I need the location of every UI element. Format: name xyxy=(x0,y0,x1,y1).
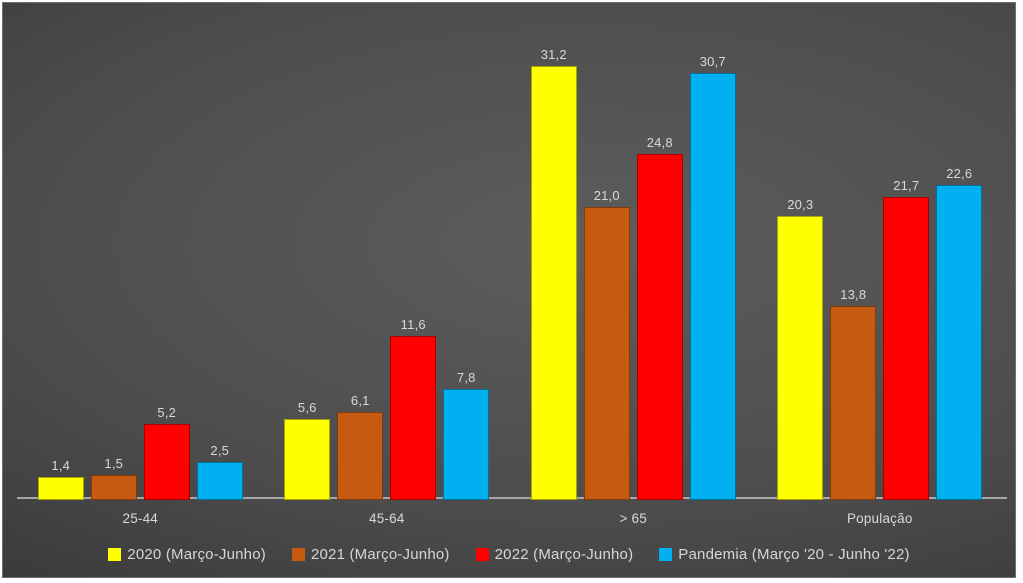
bar-wrap-2021-25-44: 1,5 xyxy=(90,456,137,500)
bar-group-65plus: 31,2 21,0 24,8 30,7 xyxy=(510,26,757,500)
bar-2020-65plus xyxy=(530,66,577,500)
category-axis-line xyxy=(17,497,1007,499)
bar-value-label-pandemia-45-64: 7,8 xyxy=(456,370,476,385)
category-label-populacao: População xyxy=(846,511,913,526)
bar-wrap-2020-populacao: 20,3 xyxy=(777,197,824,500)
bar-2022-populacao xyxy=(883,197,930,500)
bar-wrap-2020-65plus: 31,2 xyxy=(530,47,577,500)
bar-pandemia-25-44 xyxy=(196,462,243,500)
bar-value-label-2020-65plus: 31,2 xyxy=(540,47,567,62)
bar-value-label-2022-populacao: 21,7 xyxy=(893,178,920,193)
bar-value-label-2021-65plus: 21,0 xyxy=(593,188,620,203)
bar-wrap-2021-populacao: 13,8 xyxy=(830,287,877,500)
bar-wrap-2021-65plus: 21,0 xyxy=(583,188,630,500)
bar-2021-45-64 xyxy=(337,412,384,500)
bar-wrap-pandemia-25-44: 2,5 xyxy=(196,443,243,500)
bar-wrap-pandemia-65plus: 30,7 xyxy=(689,54,736,500)
legend-swatch-2021-icon xyxy=(291,548,305,561)
bar-wrap-2020-25-44: 1,4 xyxy=(37,458,84,500)
legend-item-2021: 2021 (Março-Junho) xyxy=(291,546,450,563)
bar-group-25-44: 1,4 1,5 5,2 2,5 xyxy=(17,26,264,500)
bar-group-45-64: 5,6 6,1 11,6 7,8 xyxy=(264,26,511,500)
bar-2020-populacao xyxy=(777,216,824,500)
plot-area: 1,4 1,5 5,2 2,5 5,6 6,1 11,6 7,8 31,2 21,0 24,8 30,… xyxy=(17,26,1003,500)
bar-wrap-2020-45-64: 5,6 xyxy=(284,400,331,500)
legend-label-2020: 2020 (Março-Junho) xyxy=(127,546,266,563)
legend-item-pandemia: Pandemia (Março '20 - Junho '22) xyxy=(659,546,910,563)
bar-wrap-pandemia-populacao: 22,6 xyxy=(936,166,983,500)
category-label-45-64: 45-64 xyxy=(368,511,405,526)
legend-item-2020: 2020 (Março-Junho) xyxy=(108,546,266,563)
bar-value-label-2021-45-64: 6,1 xyxy=(350,393,370,408)
bar-2020-45-64 xyxy=(284,419,331,500)
bar-group-populacao: 20,3 13,8 21,7 22,6 xyxy=(757,26,1004,500)
legend-label-2022: 2022 (Março-Junho) xyxy=(494,546,634,563)
legend-item-2022: 2022 (Março-Junho) xyxy=(475,546,634,563)
bar-pandemia-populacao xyxy=(936,185,983,500)
category-label-25-44: 25-44 xyxy=(122,511,159,526)
bar-wrap-pandemia-45-64: 7,8 xyxy=(443,370,490,500)
bar-2022-45-64 xyxy=(390,336,437,500)
bar-2021-25-44 xyxy=(90,475,137,500)
bar-value-label-2022-65plus: 24,8 xyxy=(646,135,673,150)
bar-wrap-2021-45-64: 6,1 xyxy=(337,393,384,500)
bar-value-label-2022-25-44: 5,2 xyxy=(157,405,177,420)
legend-swatch-2022-icon xyxy=(475,548,489,561)
slide-background: 1,4 1,5 5,2 2,5 5,6 6,1 11,6 7,8 31,2 21,0 24,8 30,… xyxy=(2,2,1016,578)
bar-2022-65plus xyxy=(636,154,683,500)
bar-2022-25-44 xyxy=(143,424,190,500)
bar-2021-populacao xyxy=(830,306,877,500)
bar-value-label-pandemia-populacao: 22,6 xyxy=(946,166,973,181)
bar-wrap-2022-65plus: 24,8 xyxy=(636,135,683,500)
legend-swatch-2020-icon xyxy=(108,548,122,561)
bar-value-label-2021-25-44: 1,5 xyxy=(104,456,124,471)
bar-value-label-2020-populacao: 20,3 xyxy=(787,197,814,212)
bar-value-label-2020-25-44: 1,4 xyxy=(51,458,71,473)
category-axis-labels: 25-44 45-64 > 65 População xyxy=(17,511,1003,526)
bar-wrap-2022-populacao: 21,7 xyxy=(883,178,930,500)
legend-label-2021: 2021 (Março-Junho) xyxy=(310,546,450,563)
legend-swatch-pandemia-icon xyxy=(659,548,673,561)
bar-wrap-2022-25-44: 5,2 xyxy=(143,405,190,500)
bar-value-label-2021-populacao: 13,8 xyxy=(840,287,867,302)
legend-label-pandemia: Pandemia (Março '20 - Junho '22) xyxy=(678,546,910,563)
bar-value-label-pandemia-25-44: 2,5 xyxy=(210,443,230,458)
bar-value-label-2020-45-64: 5,6 xyxy=(297,400,317,415)
bar-value-label-2022-45-64: 11,6 xyxy=(400,317,426,332)
bar-2021-65plus xyxy=(583,207,630,500)
category-label-65plus: > 65 xyxy=(619,511,647,526)
bar-pandemia-65plus xyxy=(689,73,736,500)
bar-wrap-2022-45-64: 11,6 xyxy=(390,317,437,500)
bar-value-label-pandemia-65plus: 30,7 xyxy=(699,54,726,69)
bar-pandemia-45-64 xyxy=(443,389,490,500)
bar-2020-25-44 xyxy=(37,477,84,500)
chart-legend: 2020 (Março-Junho) 2021 (Março-Junho) 20… xyxy=(3,546,1015,563)
